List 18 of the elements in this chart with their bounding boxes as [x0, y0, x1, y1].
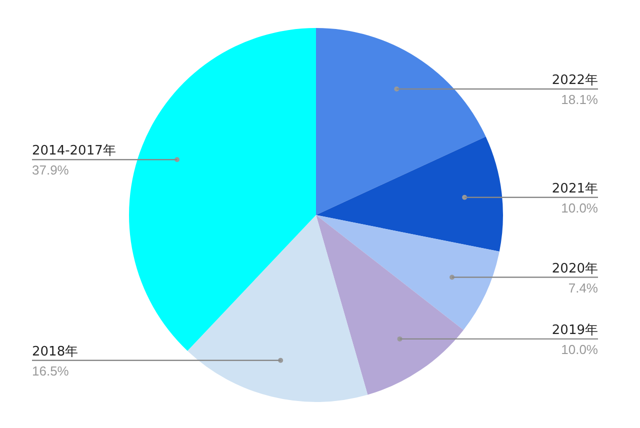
slice-label: 2018年 [32, 344, 78, 360]
data-label: 37.9% [32, 162, 70, 178]
slice-label: 2022年 [552, 72, 598, 88]
data-label: 18.1% [561, 92, 598, 107]
data-label: 10.0% [561, 342, 598, 357]
pie-slice [316, 136, 503, 252]
pie-slice [316, 215, 500, 330]
slice-label: 2019年 [552, 322, 598, 338]
slice-label: 2021年 [552, 181, 598, 196]
data-label: 16.5% [32, 363, 70, 378]
pie-slice [316, 215, 464, 395]
slice-label: 2020年 [552, 261, 598, 276]
pie-slice [187, 215, 368, 402]
pie-slice [316, 28, 486, 215]
pie-slice [129, 28, 316, 351]
slice-label: 2014-2017年 [32, 144, 116, 159]
data-label: 7.4% [568, 280, 598, 296]
data-label: 10.0% [561, 200, 598, 216]
